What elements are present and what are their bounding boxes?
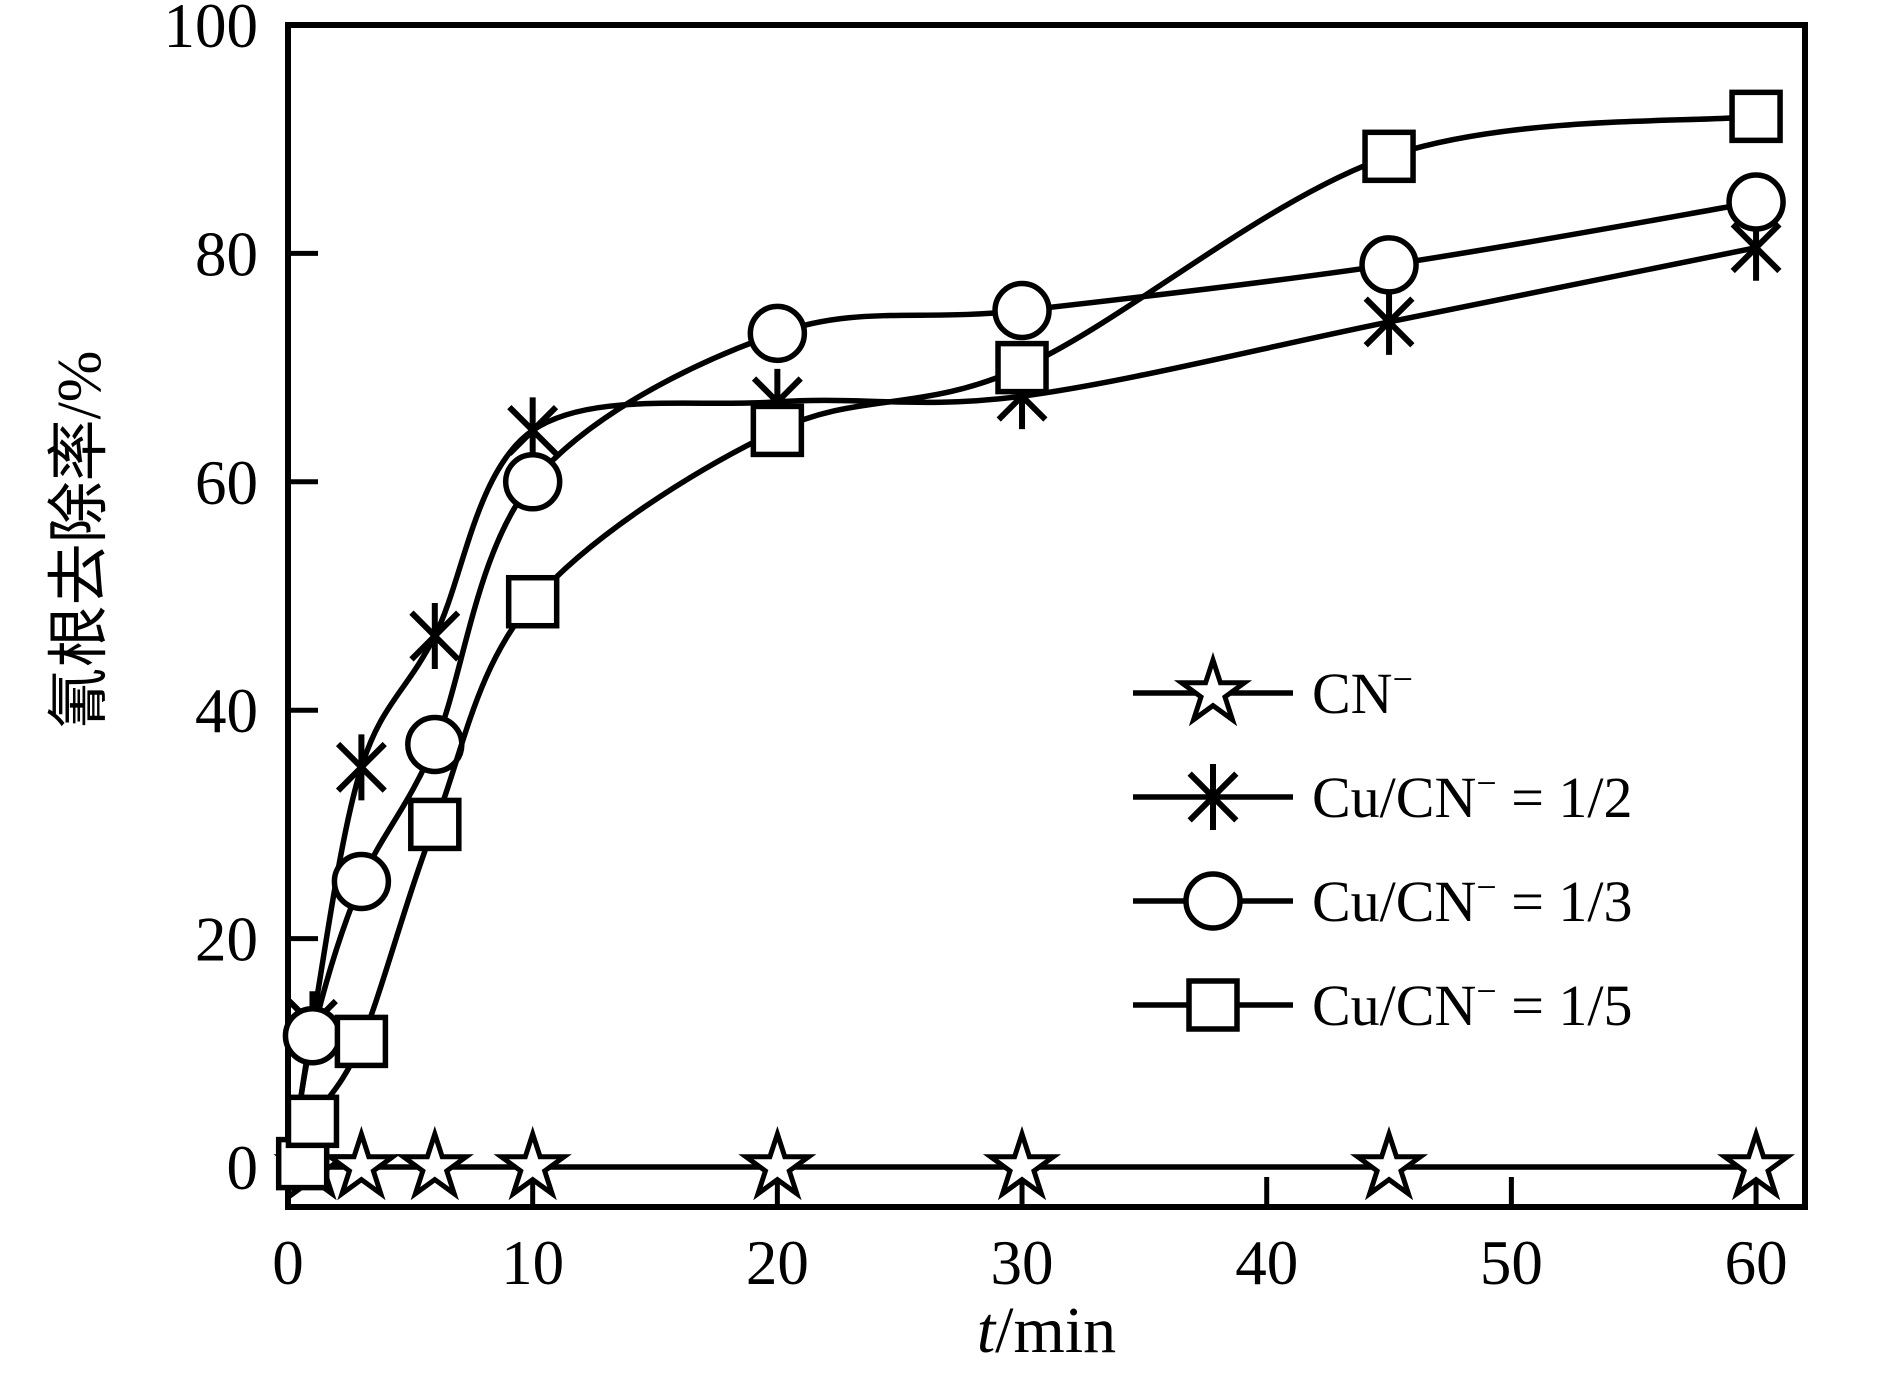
marker-circle-icon: [282, 1005, 343, 1066]
marker-square-icon: [505, 574, 560, 629]
y-tick-label: 40: [195, 676, 258, 746]
x-tick-label: 30: [991, 1228, 1054, 1298]
marker-square-icon: [1729, 89, 1783, 144]
legend-item-cn: CN−: [1133, 651, 1413, 727]
marker-star-icon: [322, 1125, 401, 1201]
marker-asterisk-icon: [1363, 288, 1415, 355]
marker-square-icon: [995, 340, 1049, 395]
marker-square-icon: [285, 1094, 340, 1149]
marker-circle-icon: [331, 851, 392, 912]
y-tick-label: 60: [195, 448, 258, 518]
marker-circle-icon: [1726, 172, 1786, 232]
legend-label: Cu/CN− = 1/5: [1312, 971, 1633, 1038]
marker-circle-icon: [747, 303, 808, 364]
marker-square-icon: [1362, 129, 1416, 184]
marker-asterisk-icon: [335, 734, 387, 801]
marker-circle-icon: [502, 452, 563, 512]
y-tick-label: 0: [227, 1133, 259, 1203]
marker-star-icon: [1717, 1125, 1796, 1201]
legend: CN− Cu/CN− = 1/2 Cu/CN− = 1/3 Cu/CN− = 1/5: [1133, 651, 1633, 1038]
x-tick-label: 20: [746, 1228, 809, 1298]
plot-frame: [285, 22, 1808, 1210]
legend-item-cu-cn-1-5: Cu/CN− = 1/5: [1133, 971, 1633, 1038]
marker-star-icon: [493, 1125, 572, 1201]
marker-asterisk-icon: [409, 602, 461, 669]
marker-square-icon: [1186, 978, 1240, 1032]
legend-item-cu-cn-1-2: Cu/CN− = 1/2: [1133, 763, 1633, 830]
marker-circle-icon: [1359, 235, 1419, 295]
series-cn: [273, 1125, 1796, 1201]
marker-asterisk-icon: [1187, 764, 1239, 830]
legend-item-cu-cn-1-3: Cu/CN− = 1/3: [1133, 867, 1633, 934]
x-tick-label: 50: [1480, 1228, 1543, 1298]
x-tick-label: 10: [501, 1228, 564, 1298]
marker-star-icon: [395, 1125, 474, 1201]
marker-circle-icon: [1183, 871, 1243, 931]
marker-square-icon: [334, 1014, 389, 1069]
marker-star-icon: [1350, 1125, 1429, 1201]
series-cu-cn-1-5: [275, 89, 1783, 1192]
x-axis-title: t/min: [977, 1294, 1116, 1367]
y-tick-label: 20: [195, 905, 258, 975]
marker-square-icon: [408, 797, 462, 852]
series-cu-cn-1-3: [282, 172, 1786, 1191]
y-tick-label: 100: [164, 0, 259, 61]
x-tick-label: 0: [272, 1228, 304, 1298]
marker-circle-icon: [992, 280, 1052, 341]
y-axis-title: 氰根去除率/%: [46, 351, 114, 730]
legend-label: CN−: [1312, 659, 1413, 726]
marker-star-icon: [738, 1125, 817, 1201]
marker-square-icon: [750, 403, 805, 458]
x-tick-label: 40: [1235, 1228, 1298, 1298]
legend-label: Cu/CN− = 1/2: [1312, 763, 1633, 830]
y-tick-label: 80: [195, 219, 258, 289]
marker-star-icon: [982, 1125, 1062, 1201]
marker-star-icon: [1173, 651, 1253, 727]
legend-label: Cu/CN− = 1/3: [1312, 867, 1633, 934]
x-tick-label: 60: [1725, 1228, 1788, 1298]
